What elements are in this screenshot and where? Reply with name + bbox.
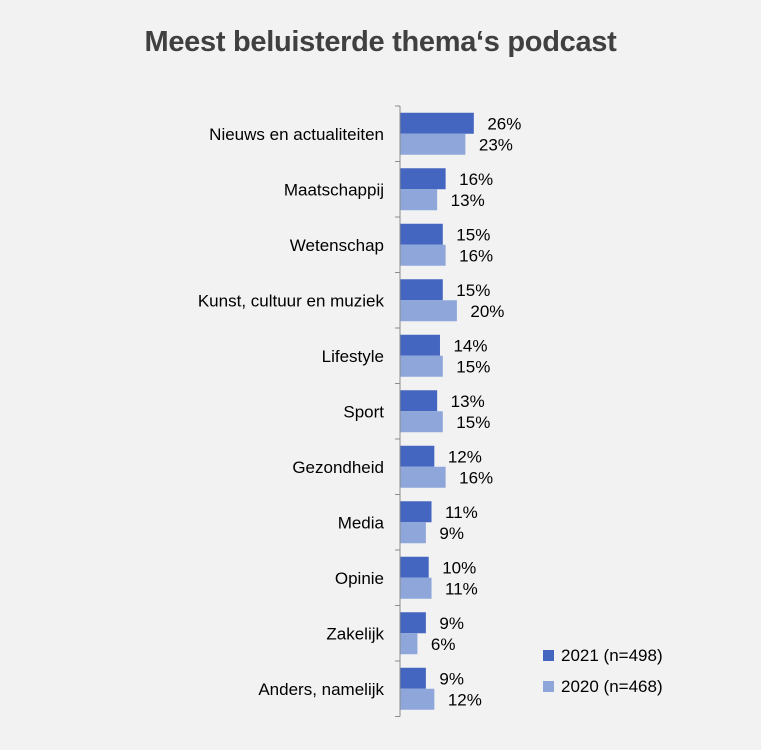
- data-label: 6%: [431, 635, 456, 654]
- data-label: 16%: [459, 468, 493, 487]
- category-label: Nieuws en actualiteiten: [209, 125, 384, 144]
- category-label: Sport: [343, 402, 384, 421]
- legend-label: 2020 (n=468): [561, 677, 663, 696]
- category-label: Media: [338, 513, 385, 532]
- category-label: Kunst, cultuur en muziek: [198, 291, 385, 310]
- bar-series-2: [400, 466, 446, 488]
- bar-series-1: [400, 112, 474, 134]
- bar-series-2: [400, 522, 426, 544]
- data-label: 13%: [451, 392, 485, 411]
- bar-series-1: [400, 168, 446, 190]
- data-label: 15%: [456, 225, 490, 244]
- data-label: 23%: [479, 135, 513, 154]
- data-label: 11%: [445, 579, 478, 598]
- category-label: Opinie: [335, 569, 384, 588]
- legend-swatch: [543, 650, 554, 661]
- data-label: 9%: [439, 669, 464, 688]
- data-label: 12%: [448, 447, 482, 466]
- data-label: 15%: [456, 413, 490, 432]
- chart-title: Meest beluisterde thema‘s podcast: [144, 26, 617, 58]
- bar-series-1: [400, 556, 429, 578]
- data-label: 9%: [439, 614, 464, 633]
- bar-series-2: [400, 300, 457, 322]
- category-label: Lifestyle: [322, 347, 384, 366]
- bar-series-1: [400, 445, 435, 467]
- category-label: Wetenschap: [290, 236, 384, 255]
- data-label: 15%: [456, 281, 490, 300]
- legend-swatch: [543, 681, 554, 692]
- data-label: 26%: [487, 114, 521, 133]
- bar-series-2: [400, 411, 443, 433]
- bar-series-2: [400, 133, 466, 155]
- bar-series-2: [400, 577, 432, 599]
- data-label: 20%: [470, 302, 504, 321]
- data-label: 16%: [459, 170, 493, 189]
- category-label: Anders, namelijk: [258, 680, 384, 699]
- legend-label: 2021 (n=498): [561, 646, 663, 665]
- bar-series-1: [400, 612, 426, 634]
- data-label: 15%: [456, 357, 490, 376]
- data-label: 10%: [442, 558, 476, 577]
- bar-series-1: [400, 501, 432, 523]
- bar-series-1: [400, 223, 443, 245]
- bar-series-2: [400, 355, 443, 377]
- category-label: Gezondheid: [292, 458, 384, 477]
- data-label: 11%: [445, 503, 478, 522]
- bar-series-1: [400, 667, 426, 689]
- bar-series-2: [400, 633, 418, 655]
- category-label: Zakelijk: [326, 624, 384, 643]
- category-label: Maatschappij: [284, 180, 384, 199]
- bar-series-1: [400, 390, 438, 412]
- data-label: 14%: [453, 336, 487, 355]
- data-label: 9%: [439, 524, 464, 543]
- bar-series-1: [400, 334, 440, 356]
- bar-series-2: [400, 244, 446, 266]
- data-label: 13%: [451, 191, 485, 210]
- data-label: 12%: [448, 690, 482, 709]
- bar-series-1: [400, 279, 443, 301]
- data-label: 16%: [459, 246, 493, 265]
- bar-series-2: [400, 189, 438, 211]
- bar-series-2: [400, 688, 435, 710]
